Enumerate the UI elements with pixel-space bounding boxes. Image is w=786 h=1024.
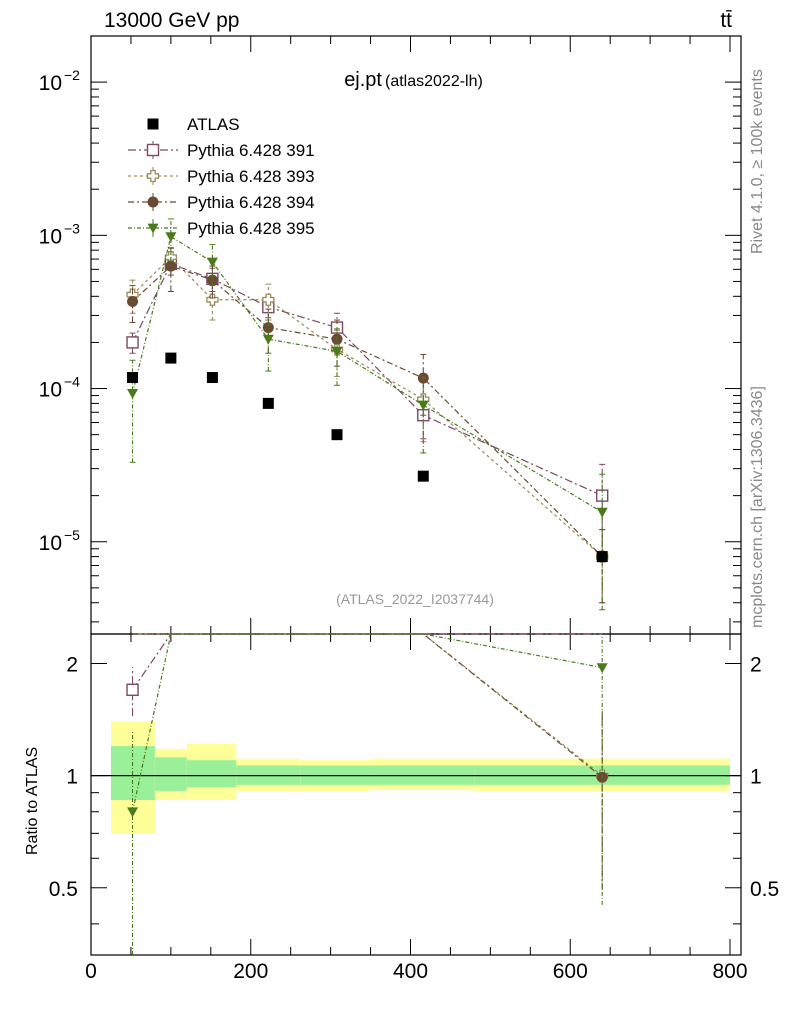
- marker-filled-triangle: [596, 507, 608, 518]
- energy-label: 13000 GeV pp: [104, 9, 239, 32]
- y-tick-label: 10: [39, 72, 62, 95]
- plot-title: ej.pt: [344, 69, 382, 91]
- marker-filled-square: [596, 551, 608, 563]
- ratio-pythia-6.428-391: [126, 633, 603, 717]
- y-tick-exponent: −3: [64, 220, 80, 236]
- series-line: [131, 235, 603, 513]
- ratio-y-tick-label-right: 2: [750, 653, 762, 676]
- y-tick-label: 10: [39, 532, 62, 555]
- series-line: [132, 265, 603, 558]
- marker-open-cross: [206, 293, 219, 306]
- marker-filled-circle: [127, 295, 139, 307]
- marker-filled-circle: [206, 274, 218, 286]
- marker-filled-triangle: [262, 334, 274, 345]
- marker-filled-circle: [262, 322, 274, 334]
- marker-filled-square: [262, 397, 274, 409]
- marker-filled-square: [417, 470, 429, 482]
- marker-filled-triangle: [206, 257, 218, 268]
- rivet-label: Rivet 4.1.0, ≥ 100k events: [749, 69, 766, 254]
- marker-filled-circle: [147, 196, 159, 208]
- ratio-bands: [91, 721, 741, 834]
- data-points: [127, 352, 608, 563]
- series-pythia-6.428-393: [126, 248, 609, 604]
- plot-subtitle: (atlas2022-lh): [385, 73, 483, 90]
- x-tick-label: 600: [553, 960, 588, 983]
- mcplots-label: mcplots.cern.ch [arXiv:1306.3436]: [749, 386, 766, 628]
- ratio-y-tick-label-right: 1: [750, 766, 762, 789]
- main-series: [126, 218, 609, 611]
- marker-filled-triangle: [331, 346, 343, 357]
- marker-filled-square: [165, 352, 177, 364]
- main-axis-ticks: 10−210−310−410−5: [39, 35, 741, 634]
- legend-label: Pythia 6.428 393: [187, 167, 315, 186]
- marker-filled-triangle: [596, 663, 608, 674]
- process-label: tt̄: [720, 9, 732, 32]
- marker-filled-square: [331, 429, 343, 441]
- marker-filled-square: [206, 372, 218, 384]
- legend-label: Pythia 6.428 394: [187, 193, 315, 212]
- marker-open-square: [146, 143, 160, 157]
- analysis-watermark: (ATLAS_2022_I2037744): [336, 591, 494, 607]
- ratio-y-tick-label-right: 0.5: [750, 878, 779, 901]
- series-pythia-6.428-395: [127, 218, 608, 611]
- marker-open-cross: [146, 169, 160, 183]
- y-tick-exponent: −4: [64, 374, 80, 390]
- y-tick-exponent: −2: [64, 67, 80, 83]
- marker-filled-triangle: [417, 400, 429, 411]
- series-pythia-6.428-394: [127, 247, 608, 604]
- ratio-line: [131, 633, 603, 812]
- series-line: [132, 256, 603, 558]
- ratio-ylabel: Ratio to ATLAS: [24, 747, 41, 855]
- ratio-line: [132, 633, 603, 691]
- marker-open-cross: [262, 293, 275, 306]
- x-tick-label: 400: [393, 960, 428, 983]
- legend: ATLAS Pythia 6.428 391 Pythia 6.428 393 Pyt…: [128, 115, 315, 238]
- marker-filled-square: [147, 118, 159, 130]
- x-tick-label: 800: [712, 960, 747, 983]
- ratio-series: [126, 633, 609, 955]
- marker-filled-triangle: [165, 232, 177, 243]
- ratio-y-tick-label: 0.5: [49, 878, 78, 901]
- marker-open-square: [126, 683, 139, 696]
- legend-label: Pythia 6.428 395: [187, 219, 315, 238]
- y-tick-exponent: −5: [64, 527, 80, 543]
- marker-filled-triangle: [147, 223, 159, 234]
- ratio-y-tick-label: 2: [66, 653, 78, 676]
- marker-open-square: [126, 336, 139, 349]
- ratio-pythia-6.428-395: [127, 633, 608, 955]
- ratio-band-stat: [186, 760, 237, 788]
- legend-label: ATLAS: [187, 115, 240, 134]
- x-tick-label: 0: [85, 960, 97, 983]
- legend-label: Pythia 6.428 391: [187, 141, 315, 160]
- y-tick-label: 10: [39, 225, 62, 248]
- marker-filled-circle: [165, 260, 177, 272]
- marker-filled-triangle: [127, 807, 139, 818]
- ratio-band-stat: [154, 757, 187, 791]
- y-tick-label: 10: [39, 379, 62, 402]
- ratio-axis-ticks: 0 200 400 600 800 2 2 1 1 0.5 0.5: [49, 634, 779, 983]
- marker-filled-triangle: [127, 388, 139, 399]
- marker-filled-square: [127, 372, 139, 384]
- x-tick-label: 200: [233, 960, 268, 983]
- series-pythia-6.428-391: [126, 253, 609, 558]
- series-line: [131, 263, 603, 497]
- ratio-y-tick-label: 1: [66, 766, 78, 789]
